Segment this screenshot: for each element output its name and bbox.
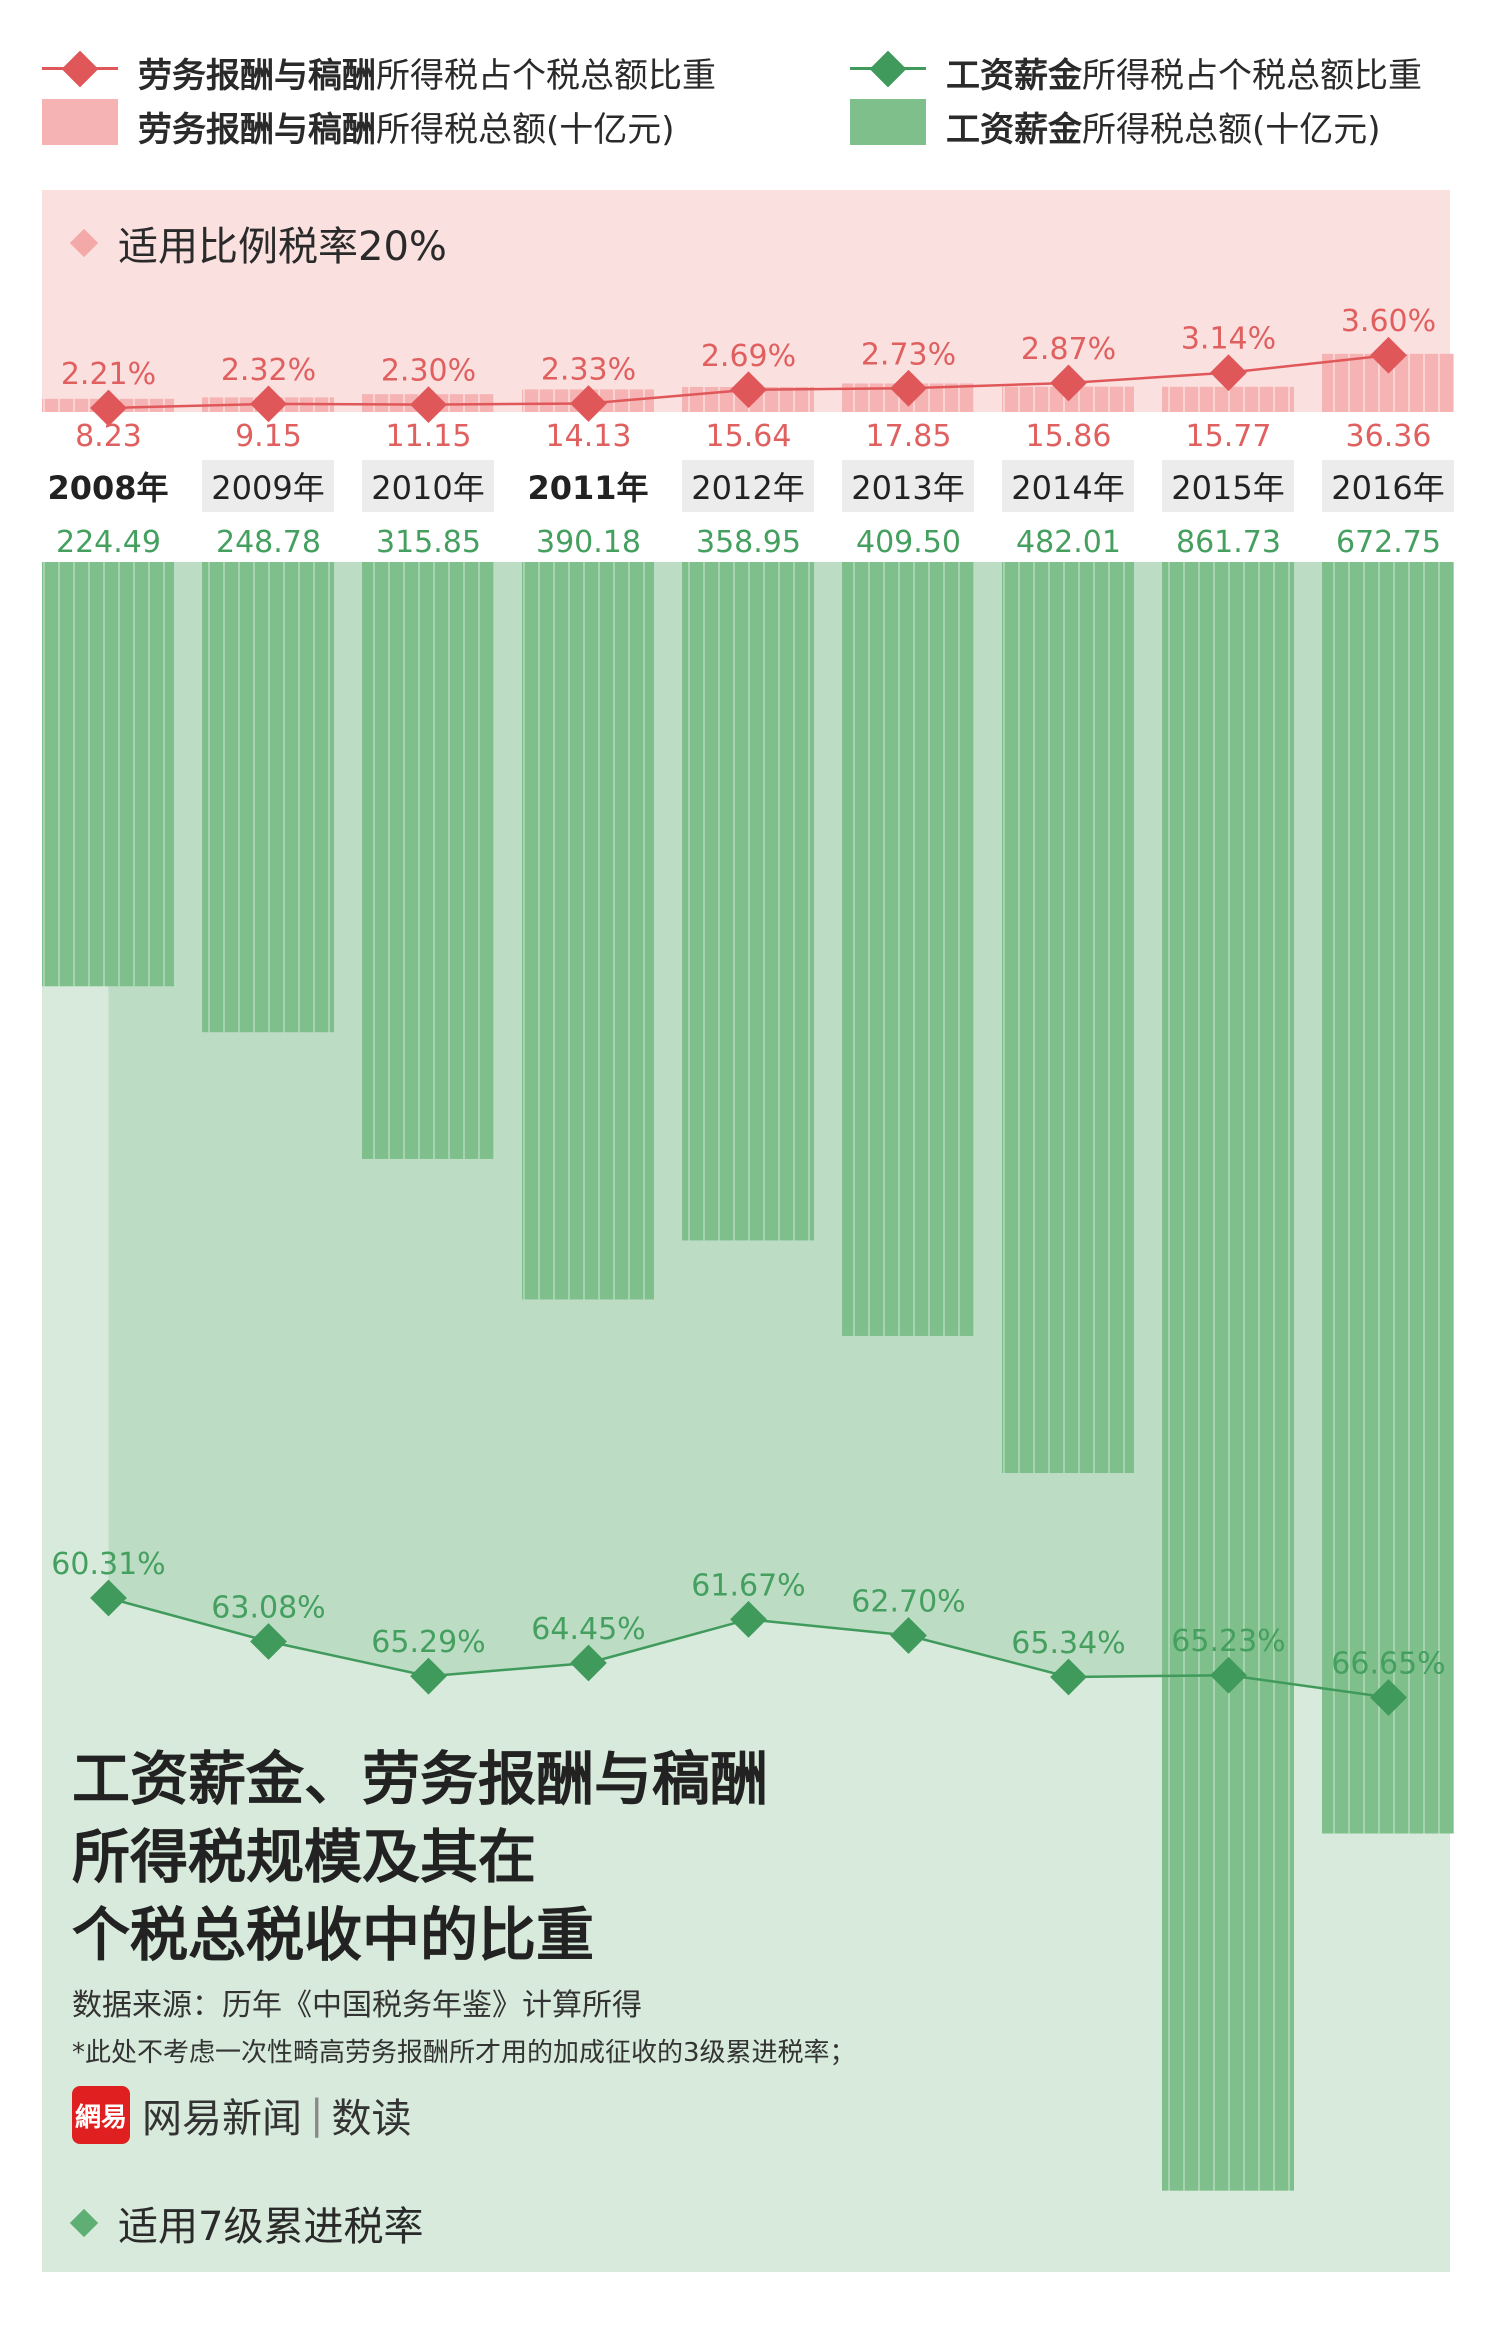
green-point-label: 60.31% <box>51 1547 165 1582</box>
year-label: 2014年 <box>1002 460 1134 512</box>
section-bottom-label: 适用7级累进税率 <box>68 2194 423 2252</box>
green-value-labels: 224.49 248.78 315.85 390.18 358.95 409.50 482.… <box>56 525 1441 560</box>
red-point-label: 2.21% <box>61 357 156 392</box>
green-bar-label: 409.50 <box>856 525 961 560</box>
chart-title: 工资薪金、劳务报酬与稿酬 所得税规模及其在 个税总税收中的比重 <box>72 1745 769 1969</box>
legend-green-line-label: 工资薪金所得税占个税总额比重 <box>946 56 1422 96</box>
green-point-label: 66.65% <box>1331 1647 1445 1682</box>
brand-sub: 数读 <box>331 2096 412 2142</box>
red-point-label: 2.69% <box>701 339 796 374</box>
red-point <box>1370 336 1407 374</box>
green-bar <box>202 562 334 1033</box>
red-point-label: 3.60% <box>1341 304 1436 339</box>
green-bar <box>362 562 494 1159</box>
green-bar-label: 248.78 <box>216 525 321 560</box>
legend-red-bar-label: 劳务报酬与稿酬所得税总额(十亿元) <box>138 110 675 150</box>
red-point <box>410 386 447 423</box>
green-point-label: 65.23% <box>1171 1624 1285 1659</box>
green-bar <box>842 562 974 1336</box>
green-bar <box>682 562 814 1241</box>
brand-name: 网易新闻 <box>142 2096 302 2142</box>
red-point <box>1050 364 1087 402</box>
pink-diamond-icon <box>69 228 99 258</box>
red-bar-label: 17.85 <box>866 419 952 454</box>
year-label: 2008年 <box>47 469 169 507</box>
red-bar-label: 15.86 <box>1026 419 1112 454</box>
red-point <box>730 371 767 409</box>
green-bar-label: 315.85 <box>376 525 481 560</box>
year-label: 2015年 <box>1162 460 1294 512</box>
green-point-label: 61.67% <box>691 1568 805 1603</box>
year-label: 2010年 <box>362 460 494 512</box>
year-label: 2012年 <box>682 460 814 512</box>
green-bar <box>522 562 654 1300</box>
red-point-label: 2.87% <box>1021 332 1116 367</box>
red-point <box>570 385 607 422</box>
red-bar <box>1162 386 1294 412</box>
red-point <box>1210 354 1247 392</box>
green-point <box>1210 1656 1247 1694</box>
red-point-label: 2.30% <box>381 354 476 389</box>
red-point-label: 2.33% <box>541 352 636 387</box>
green-bar <box>1322 562 1454 1834</box>
green-bar <box>42 562 174 987</box>
green-point <box>410 1657 447 1695</box>
green-point <box>250 1623 287 1660</box>
red-bar-label: 14.13 <box>546 419 632 454</box>
year-label: 2013年 <box>842 460 974 512</box>
red-bar-label: 11.15 <box>386 419 472 454</box>
green-bar-label: 861.73 <box>1176 525 1281 560</box>
green-bar-label: 482.01 <box>1016 525 1121 560</box>
green-bar-label: 672.75 <box>1336 525 1441 560</box>
year-label: 2009年 <box>202 460 334 512</box>
footnote-text: *此处不考虑一次性畸高劳务报酬所才用的加成征收的3级累进税率； <box>72 2038 856 2068</box>
green-diamond-icon <box>69 2208 99 2238</box>
section-top-label: 适用比例税率20% <box>68 214 447 272</box>
red-bar-label: 36.36 <box>1346 419 1432 454</box>
green-bar <box>1002 562 1134 1473</box>
legend-red-line-label: 劳务报酬与稿酬所得税占个税总额比重 <box>138 56 716 96</box>
red-value-labels: 8.23 9.15 11.15 14.13 15.64 17.85 15.86 15.77 36… <box>75 419 1431 454</box>
green-point <box>570 1644 607 1682</box>
brand-separator: | <box>310 2092 324 2138</box>
legend-red-bar-swatch <box>42 99 118 145</box>
green-point-label: 62.70% <box>851 1585 965 1620</box>
green-bar-label: 358.95 <box>696 525 801 560</box>
netease-logo-icon: 網易 <box>72 2086 130 2144</box>
green-bars <box>42 562 1454 2191</box>
red-bar-label: 15.64 <box>706 419 792 454</box>
red-point-label: 2.32% <box>221 353 316 388</box>
legend-green-bar-label: 工资薪金所得税总额(十亿元) <box>946 110 1381 150</box>
green-point-label: 63.08% <box>211 1590 325 1625</box>
source-text: 数据来源：历年《中国税务年鉴》计算所得 <box>72 1988 642 2023</box>
green-point-label: 65.29% <box>371 1625 485 1660</box>
red-point-label: 3.14% <box>1181 322 1276 357</box>
green-point-label: 65.34% <box>1011 1626 1125 1661</box>
green-line: 60.31% 63.08% 65.29% 64.45% 61.67% 62.70% 65.3… <box>51 1547 1446 1716</box>
green-point <box>90 1579 127 1617</box>
green-point <box>730 1600 767 1638</box>
red-point <box>90 389 127 427</box>
green-point <box>1370 1679 1407 1716</box>
red-bar-label: 15.77 <box>1186 419 1272 454</box>
year-label: 2016年 <box>1322 460 1454 512</box>
legend-green-bar-swatch <box>850 99 926 145</box>
red-point <box>250 385 287 423</box>
red-line: 2.21% 2.32% 2.30% 2.33% 2.69% 2.73% 2.87% 3.14%… <box>61 304 1436 427</box>
red-bar-label: 9.15 <box>235 419 302 454</box>
green-point <box>890 1617 927 1654</box>
red-point <box>890 369 927 407</box>
green-bar <box>1162 562 1294 2191</box>
green-bar-label: 224.49 <box>56 525 161 560</box>
green-point-label: 64.45% <box>531 1612 645 1647</box>
brand: 網易 网易新闻 | 数读 <box>72 2085 411 2145</box>
red-point-label: 2.73% <box>861 337 956 372</box>
year-label: 2011年 <box>527 469 649 507</box>
green-point <box>1050 1658 1087 1696</box>
green-bar-label: 390.18 <box>536 525 641 560</box>
red-bar-label: 8.23 <box>75 419 142 454</box>
